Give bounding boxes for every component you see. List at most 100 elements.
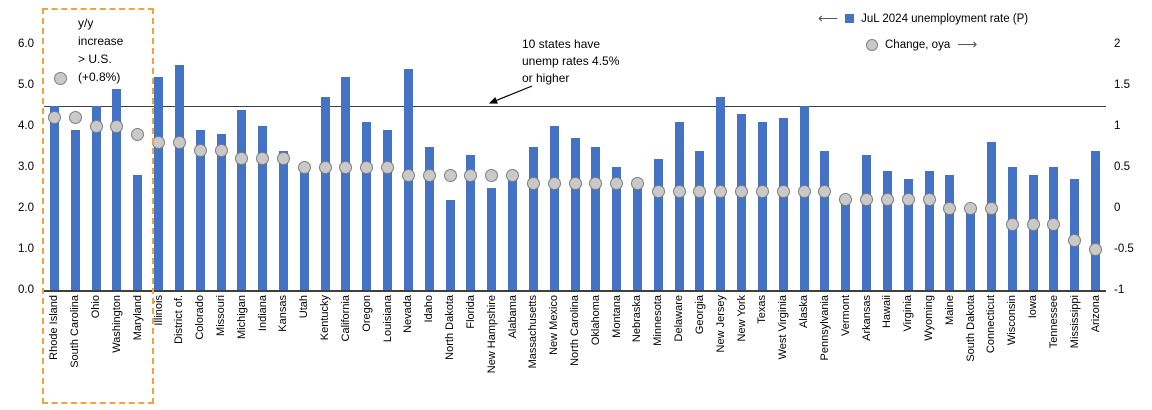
plot-area [44,44,1106,290]
bar-swatch-icon [845,14,855,23]
bar [653,158,663,290]
right-arrow-icon: ⟶ [957,36,978,52]
bar [154,76,164,290]
x-label: Indiana [256,295,269,332]
axis-tick-label: 0 [1114,202,1121,214]
change-dot [360,160,374,174]
highlight-label: y/y increase > U.S. (+0.8%) [78,14,123,86]
x-label: Illinois [152,295,165,326]
bar [1028,175,1038,290]
change-dot [172,135,186,149]
change-dot [89,119,103,133]
change-dot [464,168,478,182]
legend-dots-label: Change, oya [885,38,951,51]
bar [882,171,892,290]
x-label: Virginia [902,295,915,332]
bar [424,146,434,290]
x-label: New Hampshire [485,295,498,374]
bar [612,167,622,290]
x-label: North Carolina [569,295,581,366]
change-dot [568,176,582,190]
x-label: Alabama [506,295,519,339]
change-dot [922,193,936,207]
change-dot [1026,217,1040,231]
x-label: Arizona [1089,295,1102,333]
bar [195,130,205,290]
x-label: Mississippi [1068,295,1081,349]
bar [320,97,330,290]
change-dot [485,168,499,182]
change-dot [1068,234,1082,248]
x-label: West Virginia [777,295,790,360]
legend-bars-label: JuL 2024 unemployment rate (P) [861,12,1029,25]
left-arrow-icon: ⟵ [818,10,839,26]
x-label: North Dakota [444,295,457,360]
change-dot [297,160,311,174]
change-dot [610,176,624,190]
x-label: Utah [298,295,311,319]
x-label: Connecticut [985,295,998,354]
x-label: Tennessee [1047,295,1060,349]
x-label: Texas [756,295,769,324]
bar [570,138,580,290]
bar [695,150,705,290]
x-label: Wyoming [923,295,935,341]
axis-tick-label: 1 [1114,120,1121,132]
bar [674,121,684,290]
annotation-line: 10 states have [522,37,601,51]
x-label: Kentucky [319,295,332,341]
change-dot [943,201,957,215]
axis-tick-label: 0.5 [1114,161,1130,173]
x-label: New Mexico [548,295,561,355]
x-label: Alaska [798,295,811,329]
axis-tick-label: 1.0 [18,243,34,255]
bar [966,208,976,290]
change-dot [131,127,145,141]
bar [820,150,830,290]
bar [133,175,143,290]
change-dot [735,185,749,199]
change-dot-key-icon [54,72,67,85]
x-axis-line [44,290,1106,292]
change-dot [714,185,728,199]
bar [237,109,247,290]
bar [986,142,996,290]
x-label: New Jersey [714,295,727,353]
annotation-line: or higher [522,71,570,85]
x-label: Hawaii [881,295,894,329]
change-dot [381,160,395,174]
bar [528,146,538,290]
change-dot [651,185,665,199]
x-label: Nebraska [631,295,644,343]
x-label: Colorado [194,295,207,340]
axis-tick-label: 1.5 [1114,79,1130,91]
change-dot [1089,242,1103,256]
legend-row-dots: Change, oya ⟶ [866,36,977,53]
bar [945,175,955,290]
x-label: Wisconsin [1006,295,1019,346]
bar [778,117,788,290]
change-dot [672,185,686,199]
x-label: Maine [943,295,956,325]
bar [112,89,122,290]
change-dot [68,111,82,125]
legend-row-bars: ⟵ JuL 2024 unemployment rate (P) [818,10,1028,27]
change-dot [818,185,832,199]
reference-line [44,105,1106,107]
axis-tick-label: 2.0 [18,202,34,214]
change-dot [235,152,249,166]
bar [70,130,80,290]
bar [862,154,872,290]
bar [174,64,184,290]
change-dot [526,176,540,190]
change-dot [964,201,978,215]
bar [841,203,851,290]
bar [362,121,372,290]
bar [591,146,601,290]
highlight-label-line: increase [78,34,124,48]
change-dot [276,152,290,166]
axis-tick-label: -0.5 [1114,243,1134,255]
x-label: California [339,295,352,342]
change-dot [47,111,61,125]
bar [278,150,288,290]
